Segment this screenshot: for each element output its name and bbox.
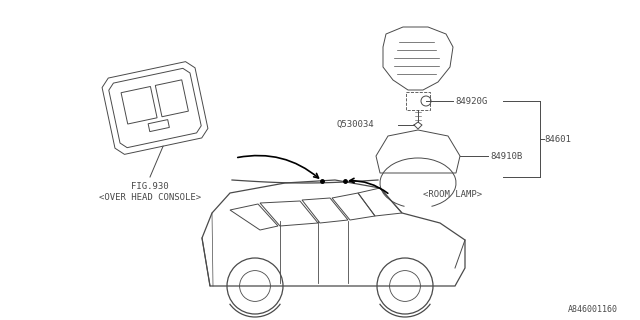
Text: 84920G: 84920G [455,97,487,106]
Text: Q530034: Q530034 [336,119,374,129]
Text: 84910B: 84910B [490,151,522,161]
Text: <ROOM LAMP>: <ROOM LAMP> [423,190,482,199]
Text: FIG.930: FIG.930 [131,182,169,191]
Text: A846001160: A846001160 [568,306,618,315]
Text: 84601: 84601 [544,134,571,143]
Text: <OVER HEAD CONSOLE>: <OVER HEAD CONSOLE> [99,193,201,202]
